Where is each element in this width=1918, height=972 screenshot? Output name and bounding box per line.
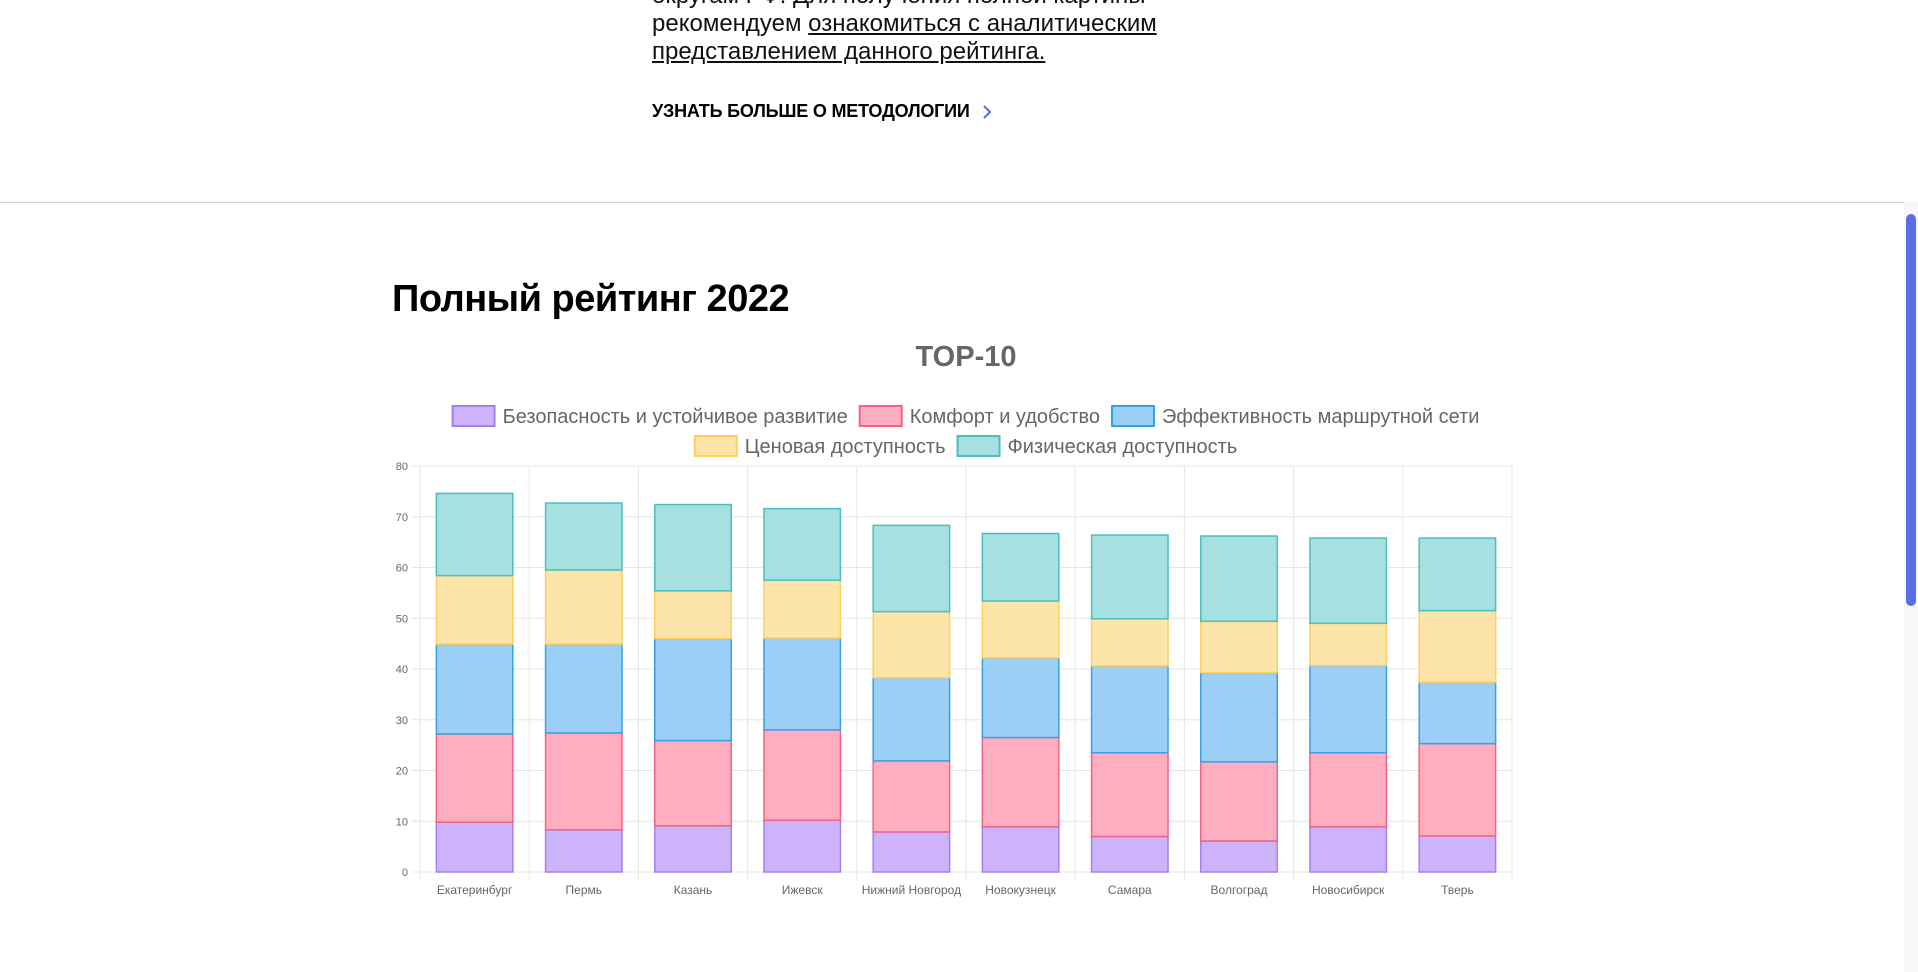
bar-segment — [544, 829, 623, 873]
bar-segment — [763, 579, 842, 639]
bar-segment — [1309, 751, 1388, 828]
legend-swatch — [693, 435, 738, 457]
methodology-link[interactable]: УЗНАТЬ БОЛЬШЕ О МЕТОДОЛОГИИ — [652, 101, 994, 122]
legend-label: Физическая доступность — [1008, 436, 1238, 458]
y-tick-label: 0 — [402, 867, 408, 879]
bar-segment — [981, 532, 1060, 602]
bar-segment — [544, 569, 623, 645]
x-tick-label: Новокузнецк — [985, 883, 1056, 897]
legend-swatch — [956, 435, 1001, 457]
legend-label: Комфорт и удобство — [910, 406, 1100, 428]
bar-segment — [1200, 840, 1278, 873]
bar-segment — [1200, 671, 1278, 763]
x-tick-label: Ижевск — [782, 883, 824, 897]
bar-segment — [1090, 665, 1169, 754]
x-tick-label: Пермь — [566, 883, 602, 897]
bar-segment — [872, 524, 951, 613]
y-tick-label: 40 — [396, 664, 408, 676]
bar-segment — [1418, 537, 1497, 612]
bar-segment — [981, 600, 1060, 659]
chevron-right-icon — [982, 104, 992, 119]
y-tick-label: 60 — [396, 563, 408, 575]
scrollbar-thumb[interactable] — [1906, 214, 1916, 606]
bar-segment — [654, 590, 732, 640]
bar-segment — [435, 733, 514, 824]
legend-swatch — [1110, 405, 1155, 427]
intro-line-3: представлением данного рейтинга. — [652, 38, 1212, 66]
bar-segment — [435, 574, 514, 645]
bar-segment — [654, 637, 732, 742]
bar-segment — [1200, 761, 1278, 842]
legend-label: Безопасность и устойчивое развитие — [503, 406, 848, 428]
legend-swatch — [451, 405, 496, 427]
bar-segment — [1309, 826, 1388, 873]
x-tick-label: Волгоград — [1211, 883, 1268, 897]
x-tick-label: Казань — [674, 883, 713, 897]
bar-segment — [1200, 620, 1278, 674]
bar-segment — [1418, 835, 1497, 873]
intro-line-1: округам РФ. Для получения полной картины — [652, 0, 1212, 10]
bar-segment — [763, 729, 842, 821]
bar-segment — [435, 821, 514, 873]
y-tick-label: 50 — [396, 613, 408, 625]
bar-segment — [435, 492, 514, 577]
analytics-link[interactable]: ознакомиться с аналитическим — [808, 10, 1157, 37]
bar-segment — [544, 643, 623, 734]
legend-label: Эффективность маршрутной сети — [1162, 406, 1479, 428]
bar-segment — [1090, 618, 1169, 667]
bar-segment — [981, 826, 1060, 873]
bar-segment — [1090, 835, 1169, 873]
bar-segment — [1200, 535, 1278, 623]
bar-segment — [1309, 537, 1388, 625]
bar-segment — [435, 643, 514, 735]
legend-swatch — [858, 405, 903, 427]
bar-segment — [1090, 534, 1169, 620]
bar-segment — [1418, 681, 1497, 745]
bar-segment — [654, 739, 732, 827]
bar-segment — [872, 831, 951, 873]
bar-segment — [654, 825, 732, 873]
chart-title: TOP-10 — [915, 341, 1016, 373]
x-tick-label: Новосибирск — [1312, 883, 1385, 897]
y-tick-label: 20 — [396, 766, 408, 778]
analytics-link-continued[interactable]: представлением данного рейтинга. — [652, 38, 1046, 65]
y-tick-label: 30 — [396, 715, 408, 727]
bar-segment — [763, 507, 842, 581]
y-tick-label: 70 — [396, 512, 408, 524]
bar-segment — [544, 502, 623, 571]
legend-label: Ценовая доступность — [745, 436, 946, 458]
y-tick-label: 80 — [396, 461, 408, 473]
x-tick-label: Екатеринбург — [437, 883, 513, 897]
bar-segment — [981, 657, 1060, 739]
section-title: Полный рейтинг 2022 — [392, 278, 790, 320]
bar-segment — [1418, 742, 1497, 837]
intro-line-2: рекомендуем ознакомиться с аналитическим — [652, 10, 1212, 38]
methodology-link-label: УЗНАТЬ БОЛЬШЕ О МЕТОДОЛОГИИ — [652, 101, 970, 121]
bar-segment — [981, 736, 1060, 828]
x-tick-label: Тверь — [1441, 883, 1474, 897]
bar-segment — [872, 610, 951, 679]
x-tick-label: Самара — [1108, 883, 1152, 897]
bar-segment — [763, 819, 842, 873]
section-divider — [0, 202, 1904, 203]
bar-segment — [1309, 664, 1388, 754]
intro-line-2-prefix: рекомендуем — [652, 10, 809, 37]
bar-segment — [1418, 609, 1497, 683]
bar-segment — [1090, 751, 1169, 838]
x-tick-label: Нижний Новгород — [862, 883, 961, 897]
bar-segment — [1309, 622, 1388, 667]
bar-segment — [872, 760, 951, 833]
bar-segment — [872, 676, 951, 762]
intro-paragraph: округам РФ. Для получения полной картины… — [652, 0, 1212, 66]
ranking-chart: TOP-10 Безопасность и устойчивое развитие… — [396, 341, 1513, 897]
y-tick-label: 10 — [396, 816, 408, 828]
bar-segment — [654, 503, 732, 592]
bar-segment — [544, 732, 623, 831]
bar-segment — [763, 637, 842, 731]
